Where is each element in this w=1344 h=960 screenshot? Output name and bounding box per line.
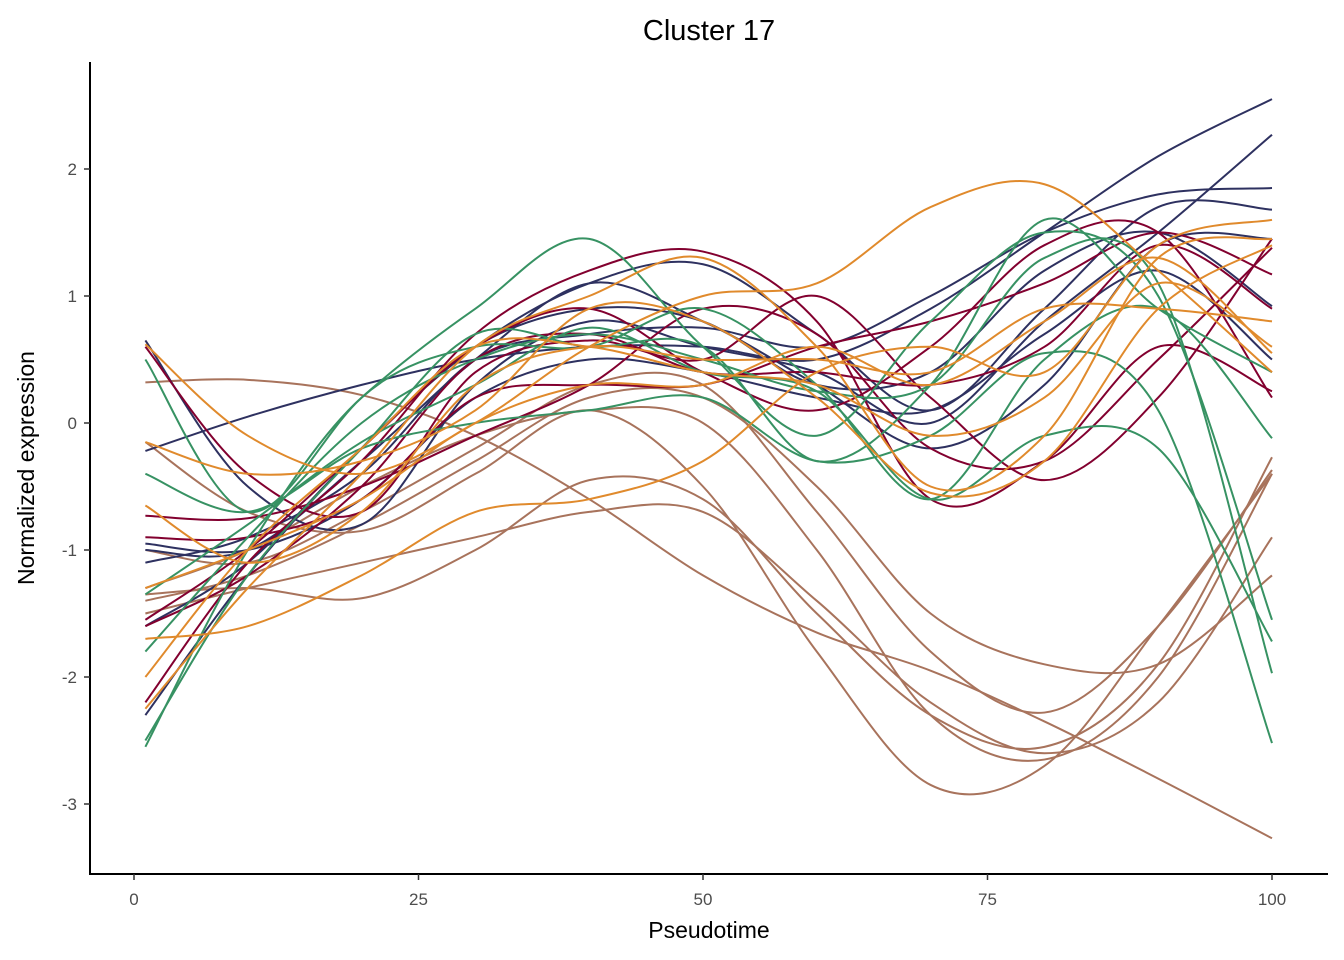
chart-title: Cluster 17 [643, 15, 775, 47]
series-line-green-21 [144, 304, 1273, 748]
y-tick-label: -3 [62, 795, 77, 814]
series-line-orange-26 [144, 180, 1273, 475]
series-line-brown-0 [145, 378, 1273, 840]
series-line-green-20 [144, 230, 1273, 621]
y-tick-label: 1 [68, 287, 77, 306]
x-axis-title: Pseudotime [648, 917, 769, 943]
x-tick-label: 25 [409, 890, 428, 909]
series-line-orange-28 [145, 218, 1273, 640]
series-line-orange-30 [145, 256, 1273, 590]
x-tick-label: 100 [1258, 890, 1286, 909]
y-tick-label: -1 [62, 541, 77, 560]
series-line-orange-32 [144, 281, 1273, 678]
x-ticks: 0 25 50 75 100 [129, 874, 1286, 909]
series-line-orange-29 [144, 236, 1273, 710]
series-line-orange-31 [145, 244, 1273, 498]
series-lines [144, 98, 1273, 840]
series-line-crimson-18 [144, 243, 1273, 628]
y-tick-label: -2 [62, 668, 77, 687]
series-line-brown-6 [145, 406, 1273, 762]
y-tick-label: 2 [68, 160, 77, 179]
series-line-crimson-19 [144, 219, 1273, 621]
series-line-orange-27 [144, 302, 1273, 564]
series-line-brown-3 [145, 503, 1273, 755]
series-line-brown-2 [145, 456, 1273, 750]
y-ticks: -3 -2 -1 0 1 2 [62, 160, 90, 814]
y-tick-label: 0 [68, 414, 77, 433]
y-axis-title: Normalized expression [13, 351, 39, 585]
series-line-brown-5 [145, 371, 1273, 714]
series-line-navy-7 [145, 98, 1273, 452]
x-tick-label: 50 [694, 890, 713, 909]
series-line-brown-4 [145, 387, 1273, 675]
series-line-navy-13 [145, 231, 1273, 558]
series-line-green-24 [144, 217, 1273, 742]
series-line-crimson-15 [144, 238, 1273, 518]
series-line-navy-12 [145, 269, 1273, 554]
x-tick-label: 0 [129, 890, 138, 909]
series-line-green-25 [144, 326, 1273, 642]
x-tick-label: 75 [978, 890, 997, 909]
